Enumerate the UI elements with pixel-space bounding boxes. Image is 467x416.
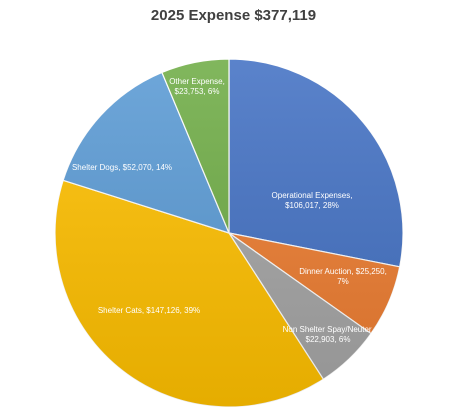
slice-label-line: $23,753, 6% [175, 87, 220, 96]
slice-label-line: Other Expense, [169, 77, 225, 86]
slice-label-line: Dinner Auction, $25,250, [299, 267, 387, 276]
slice-label-line: Operational Expenses, [272, 191, 353, 200]
slice-label-line: Shelter Dogs, $52,070, 14% [72, 163, 172, 172]
chart-title: 2025 Expense $377,119 [150, 7, 317, 24]
slice-label-line: $106,017, 28% [285, 201, 339, 210]
slice-label-dinner-auction: Dinner Auction, $25,250, 7% [299, 267, 387, 286]
slice-label-non-shelter-spay-neuter: Non Shelter Spay/Neuter, $22,903, 6% [283, 325, 374, 344]
slice-label-other-expense: Other Expense, $23,753, 6% [169, 77, 225, 96]
slice-label-line: Shelter Cats, $147,126, 39% [98, 306, 200, 315]
pie-slice-operational-expenses [228, 58, 404, 268]
slice-label-shelter-cats: Shelter Cats, $147,126, 39% [98, 306, 200, 315]
slice-label-line: Non Shelter Spay/Neuter, [283, 325, 374, 334]
slice-label-shelter-dogs: Shelter Dogs, $52,070, 14% [72, 163, 172, 172]
pie-slices [54, 58, 404, 408]
slice-label-line: $22,903, 6% [306, 335, 351, 344]
slice-label-operational-expenses: Operational Expenses, $106,017, 28% [272, 191, 353, 210]
pie-labels: Operational Expenses, $106,017, 28% Dinner… [72, 77, 387, 344]
slice-label-line: 7% [337, 277, 349, 286]
